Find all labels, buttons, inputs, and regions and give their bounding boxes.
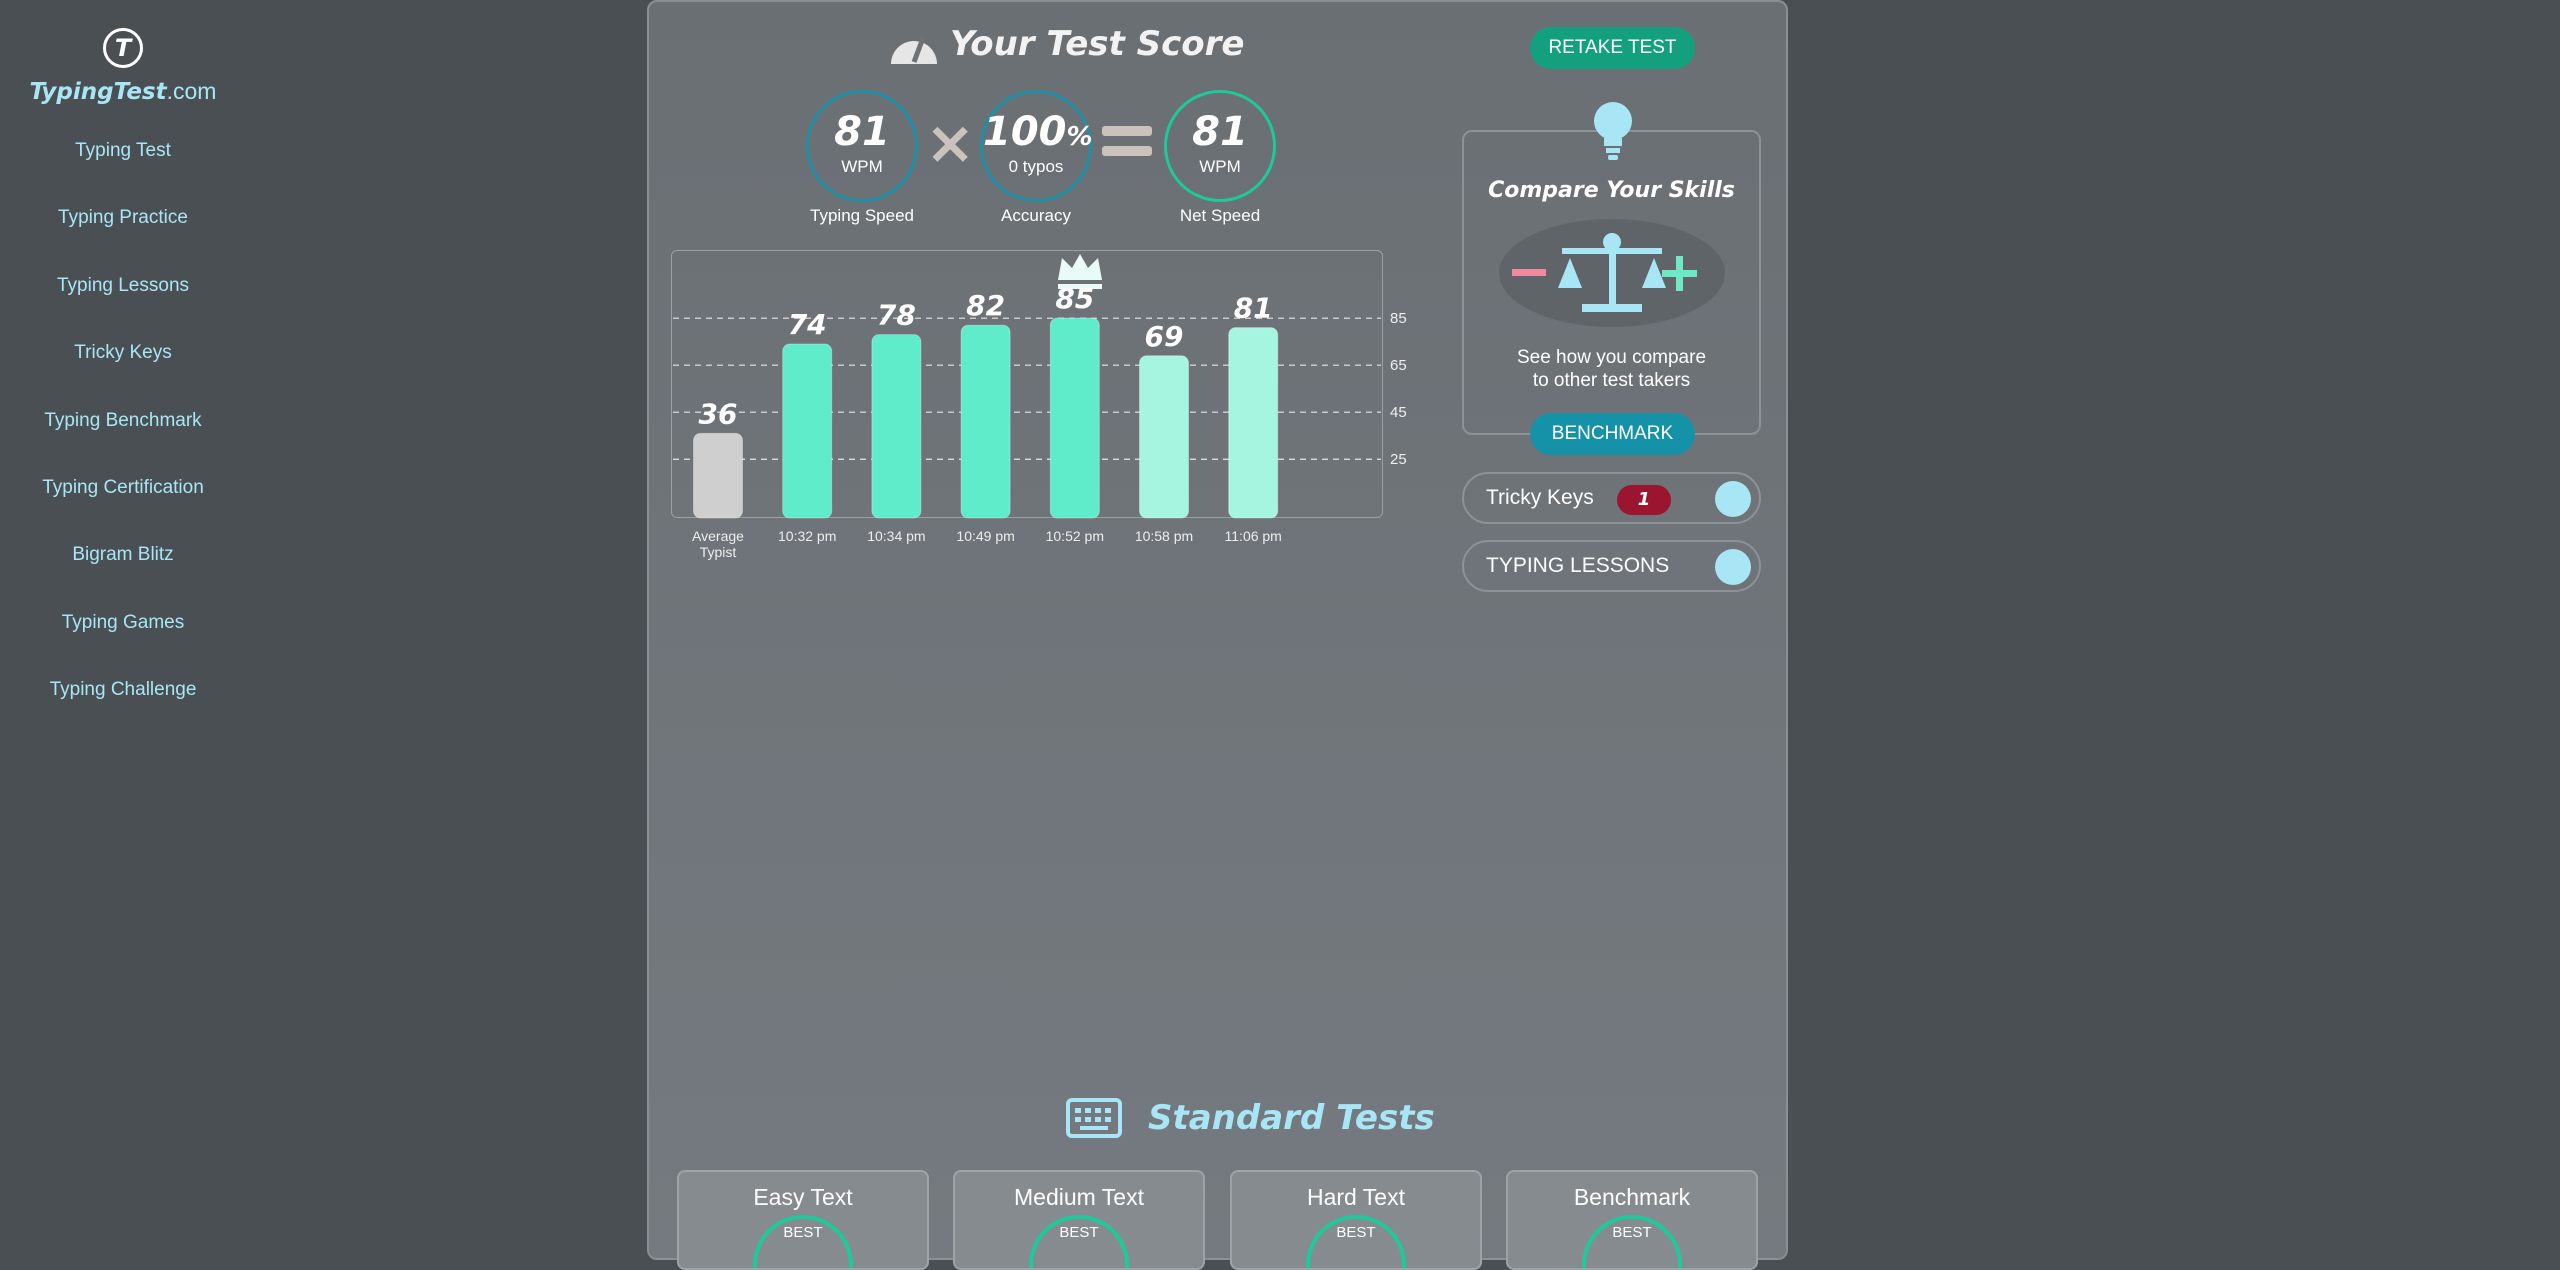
test-card[interactable]: Hard Text BEST [1230, 1170, 1482, 1270]
nav-link[interactable]: Bigram Blitz [72, 544, 174, 566]
card-title: Benchmark [1573, 1184, 1691, 1210]
net-speed-unit: WPM [1199, 157, 1241, 176]
bar [782, 343, 833, 519]
x-tick-label: 11:06 pm [1224, 528, 1282, 544]
typing-speed-circle: 81 WPM [806, 90, 918, 202]
y-tick-label: 25 [1390, 451, 1407, 468]
y-tick-label: 85 [1390, 310, 1407, 327]
nav-link[interactable]: Typing Lessons [56, 274, 190, 296]
y-tick-label: 45 [1390, 404, 1407, 421]
net-speed-label: Net Speed [1179, 206, 1261, 225]
bar [960, 324, 1011, 519]
value-label: 82 [966, 289, 1005, 322]
net-speed-value: 81 [1192, 109, 1248, 155]
chart-frame [671, 250, 1383, 518]
bar [1139, 355, 1189, 519]
accuracy-unit: % [1066, 122, 1093, 152]
compare-text: See how you compare to other test takers [1462, 346, 1761, 392]
nav-link[interactable]: Typing Benchmark [44, 409, 202, 431]
accuracy-value: 100 [983, 109, 1067, 155]
bar [871, 334, 922, 519]
value-label: 85 [1055, 282, 1094, 315]
chart: 25 45 65 85 36 74 78 82 85 69 81 [673, 254, 1407, 519]
value-label: 78 [877, 299, 916, 332]
logo-icon[interactable]: T [103, 28, 143, 68]
typing-speed-unit: WPM [841, 157, 883, 176]
badge: 1 [1617, 485, 1671, 515]
y-tick-label: 65 [1390, 357, 1407, 374]
compare-line: See how you compare [1516, 347, 1707, 368]
best-badge: BEST [1306, 1215, 1406, 1268]
tricky-keys-link[interactable]: Tricky Keys 1 [1462, 472, 1761, 524]
typing-speed-label: Typing Speed [810, 206, 914, 225]
net-speed-circle: 81 WPM [1164, 90, 1276, 202]
crown-icon [1058, 254, 1102, 289]
score-title: Your Test Score [950, 24, 1245, 64]
logo-suffix: .com [166, 78, 217, 104]
x-tick-label: 10:52 pm [1045, 528, 1104, 544]
value-label: 74 [788, 308, 827, 341]
test-card[interactable]: Easy Text BEST [677, 1170, 929, 1270]
test-card[interactable]: Benchmark BEST [1506, 1170, 1758, 1270]
compare-line: to other test takers [1532, 370, 1691, 391]
test-card[interactable]: Medium Text BEST [953, 1170, 1205, 1270]
typing-lessons-link[interactable]: TYPING LESSONS [1462, 540, 1761, 592]
accuracy-sub: 0 typos [1008, 157, 1064, 176]
arrow-icon [1715, 549, 1751, 585]
standard-tests-title: Standard Tests [1148, 1098, 1435, 1138]
benchmark-button[interactable]: BENCHMARK [1530, 413, 1695, 455]
bar [693, 432, 743, 519]
best-badge: BEST [1582, 1215, 1682, 1268]
x-tick-label: 10:32 pm [778, 528, 837, 544]
bar [1228, 327, 1279, 519]
typing-speed-value: 81 [834, 109, 890, 155]
value-label: 69 [1145, 320, 1184, 353]
times-sign: × [925, 108, 976, 178]
nav-link[interactable]: Typing Practice [58, 207, 188, 229]
nav-link[interactable]: Typing Certification [42, 477, 204, 498]
logo-name: TypingTest [29, 79, 167, 105]
x-tick-label: 10:58 pm [1134, 528, 1194, 544]
equals-sign [1102, 126, 1152, 136]
bulb-icon [1594, 102, 1632, 160]
gauge-icon [891, 37, 937, 64]
best-badge: BEST [753, 1215, 853, 1268]
arrow-icon [1715, 481, 1751, 517]
link-label: TYPING LESSONS [1486, 554, 1670, 577]
bar [1049, 317, 1100, 519]
nav-link[interactable]: Typing Test [75, 140, 171, 161]
retake-button[interactable]: RETAKE TEST [1530, 27, 1695, 69]
card-title: Easy Text [753, 1184, 853, 1210]
x-tick-label: 10:34 pm [867, 528, 926, 544]
scale-icon [1499, 219, 1725, 327]
nav-link[interactable]: Tricky Keys [74, 342, 172, 364]
best-badge: BEST [1029, 1215, 1129, 1268]
card-title: Medium Text [1014, 1184, 1144, 1210]
compare-title: Compare Your Skills [1488, 178, 1735, 203]
keyboard-icon [1066, 1098, 1122, 1138]
x-tick-label: Average Typist [692, 528, 744, 560]
accuracy-label: Accuracy [1001, 206, 1071, 225]
link-label: Tricky Keys [1486, 486, 1594, 509]
nav-link[interactable]: Typing Games [61, 611, 185, 633]
x-tick-label: 10:49 pm [956, 528, 1015, 544]
logo[interactable]: TypingTest.com [0, 78, 246, 105]
card-title: Hard Text [1306, 1184, 1405, 1210]
value-label: 36 [699, 397, 738, 430]
value-label: 81 [1234, 292, 1273, 325]
nav-link[interactable]: Typing Challenge [49, 679, 197, 701]
accuracy-circle: 100% 0 typos [980, 90, 1093, 202]
main-panel [647, 0, 1788, 1260]
